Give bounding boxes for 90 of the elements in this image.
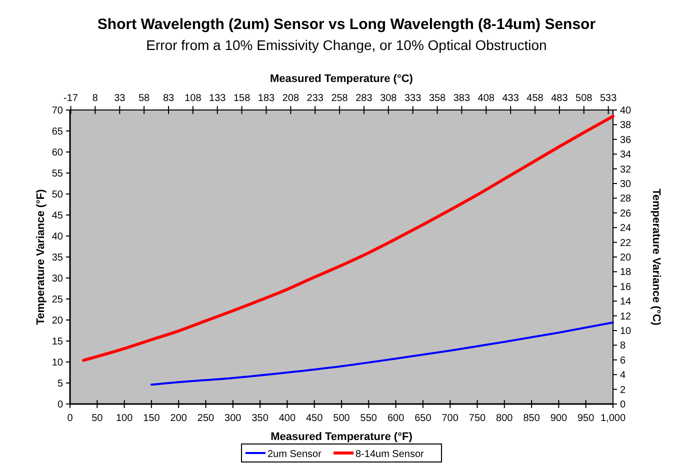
y2-axis-title: Temperature Variance (°C) [650,188,662,326]
x2-tick-label: 133 [209,93,226,104]
x2-tick-label: 108 [184,93,202,104]
y-tick-label: 10 [52,358,64,368]
x2-tick-label: 58 [138,93,150,104]
x2-tick-label: 533 [600,93,618,104]
x2-tick-label: 158 [233,93,251,104]
x2-tick-label: 308 [380,93,398,104]
x-axis-title: Measured Temperature (°F) [270,431,413,443]
chart-title: Short Wavelength (2um) Sensor vs Long Wavelength (8-14um) Sensor [97,16,596,33]
x-tick-label: 450 [306,413,324,424]
y2-tick-label: 30 [620,179,632,190]
x-tick-label: 900 [550,413,568,424]
legend-label: 8-14um Sensor [356,449,425,460]
y-tick-label: 15 [52,336,64,348]
y-tick-label: 40 [52,232,64,242]
x2-tick-label: 233 [306,93,324,104]
x-tick-label: 200 [170,413,188,424]
x2-tick-label: 508 [576,93,593,104]
x2-tick-label: 433 [502,93,520,104]
x2-tick-label: 333 [404,93,422,104]
y-tick-label: 45 [52,210,64,222]
line-series [82,114,614,362]
x-tick-label: 850 [523,413,540,424]
y2-tick-label: 18 [620,267,632,278]
y2-tick-label: 12 [620,311,632,322]
y2-tick-label: 8 [620,340,626,352]
y-tick-label: 20 [52,316,64,326]
y2-tick-label: 26 [620,208,632,220]
x2-tick-label: 483 [551,93,568,104]
x-tick-label: 350 [252,413,269,424]
y-tick-label: 60 [52,148,64,158]
legend-label: 2um Sensor [268,449,322,460]
x2-tick-label: 408 [478,93,495,104]
y-tick-label: 55 [52,168,64,180]
y2-tick-label: 40 [620,106,632,116]
x2-tick-label: 358 [428,93,446,104]
y2-tick-label: 28 [620,194,632,205]
y2-tick-label: 14 [620,296,632,308]
x-tick-label: 600 [387,413,405,424]
x-tick-label: 300 [224,413,242,424]
y-axis-title: Temperature Variance (°F) [35,188,47,325]
y-tick-label: 65 [52,126,64,138]
x2-tick-label: 458 [526,93,544,104]
x2-tick-label: 183 [258,93,276,104]
y-tick-label: 5 [57,378,64,390]
y2-tick-label: 32 [620,164,632,176]
x2-tick-label: 283 [356,93,373,104]
y-tick-label: 50 [52,190,64,200]
x-tick-label: 100 [116,413,134,424]
x2-tick-label: 33 [114,93,126,104]
x-tick-label: 250 [197,413,215,424]
x-tick-label: 1,000 [600,413,626,424]
y-tick-label: 0 [57,400,64,410]
y2-tick-label: 22 [620,238,632,249]
y-tick-label: 35 [52,252,64,264]
x-tick-label: 150 [143,413,160,424]
x2-tick-label: -17 [64,93,78,104]
x-tick-label: 0 [67,413,74,424]
x2-tick-label: 258 [331,93,348,104]
y2-tick-label: 2 [620,384,626,396]
y2-tick-label: 36 [620,134,632,146]
chart-subtitle: Error from a 10% Emissivity Change, or 10% Optical Obstruction [146,37,547,53]
y2-tick-label: 24 [620,223,632,234]
x-tick-label: 650 [414,413,432,424]
x2-tick-label: 8 [92,93,98,104]
x-tick-label: 400 [278,413,296,424]
x-tick-label: 500 [333,413,350,424]
y2-tick-label: 10 [620,326,632,337]
y2-tick-label: 4 [620,370,626,382]
y2-tick-label: 16 [620,282,632,293]
x2-tick-label: 83 [162,93,174,104]
x-tick-label: 550 [360,413,378,424]
y2-tick-label: 0 [620,400,626,410]
x2-tick-label: 208 [282,93,300,104]
y2-tick-label: 6 [620,355,626,366]
x-tick-label: 750 [468,413,486,424]
y-tick-label: 30 [52,274,64,284]
x-tick-label: 800 [496,413,514,424]
y2-tick-label: 38 [620,120,632,132]
x-tick-label: 50 [92,413,104,424]
x2-tick-label: 383 [453,93,470,104]
x-tick-label: 700 [442,413,459,424]
y-tick-label: 70 [52,106,64,116]
x2-axis-title: Measured Temperature (°C) [270,73,414,85]
y2-tick-label: 34 [620,150,632,161]
line-series [150,322,614,386]
y-tick-label: 25 [52,294,64,306]
y2-tick-label: 20 [620,252,632,264]
x-tick-label: 950 [578,413,595,424]
